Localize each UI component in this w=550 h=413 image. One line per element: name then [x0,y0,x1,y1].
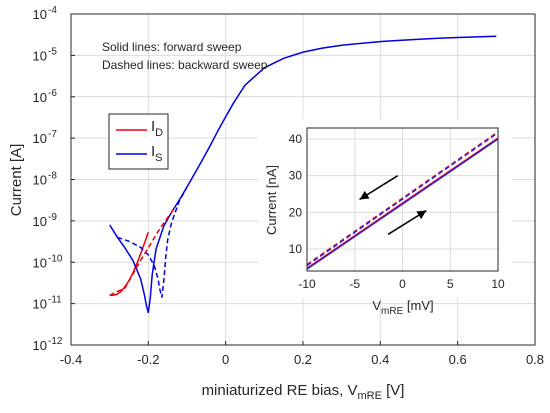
inset-x-tick-label: -10 [298,277,316,291]
main-y-tick-label: 10 [33,338,47,353]
main-x-tick-label: 0.4 [371,352,389,367]
main-y-tick-exponent: -8 [48,171,57,182]
annotation-forward-sweep: Solid lines: forward sweep [102,40,242,54]
inset-x-tick-label: 5 [447,277,454,291]
main-y-tick-exponent: -7 [48,129,57,140]
inset-series-is [306,138,499,270]
inset-y-axis-label: Current [nA] [264,165,279,235]
main-x-tick-label: -0.2 [137,352,159,367]
main-x-axis-label: miniaturized RE bias, VmRE [V] [202,382,405,402]
legend-label-id: ID [151,118,163,139]
inset-series-id-backward [306,131,499,265]
inset-x-tick-label: 10 [491,277,505,291]
main-y-tick-exponent: -4 [48,5,57,16]
main-y-tick-label: 10 [33,90,47,105]
main-plot-frame [70,13,536,346]
inset-series-id [306,137,499,269]
main-x-tick-label: -0.4 [60,352,82,367]
inset-y-tick-label: 10 [289,242,303,256]
main-y-tick-exponent: -10 [48,253,63,264]
main-y-axis-label: Current [A] [8,144,25,217]
inset-y-tick-label: 20 [289,205,303,219]
main-x-tick-label: 0 [222,352,229,367]
main-y-tick-exponent: -12 [48,336,63,347]
main-series-is [109,35,497,313]
inset-series-is-backward [306,132,499,267]
inset-arrowhead-forward [416,210,427,220]
legend-label-is: IS [151,143,163,164]
main-x-tick-labels: -0.4 -0.2 0 0.2 0.4 0.6 0.8 [60,352,544,367]
main-y-tick-exponent: -5 [48,46,57,57]
main-series-group [109,35,497,313]
inset-plot-frame [306,127,499,272]
main-x-tick-label: 0.2 [294,352,312,367]
main-y-tick-label: 10 [33,255,47,270]
main-x-tick-label: 0.6 [449,352,467,367]
legend-box [108,113,169,170]
legend: ID IS [108,113,169,170]
inset-arrowhead-backward [359,190,370,200]
inset-background [258,119,512,298]
main-y-tick-label: 10 [33,131,47,146]
inset-x-tick-label: 0 [399,277,406,291]
inset-arrows [359,174,427,236]
main-y-tick-label: 10 [33,214,47,229]
main-x-tick-label: 0.8 [526,352,544,367]
main-y-tick-label: 10 [33,48,47,63]
inset-y-tick-labels: 10 20 30 40 [289,132,303,256]
inset-y-tick-label: 30 [289,169,303,183]
main-y-tick-exponent: -9 [48,212,57,223]
annotation-backward-sweep: Dashed lines: backward sweep [102,58,268,72]
main-y-tick-exponent: -11 [48,295,62,306]
main-series-is-backward [117,186,188,298]
inset-x-tick-label: -5 [349,277,360,291]
main-y-tick-label: 10 [33,297,47,312]
inset-series-group [306,131,499,270]
main-y-tick-exponent: -6 [48,88,57,99]
main-series-id-backward [109,206,177,296]
inset-y-tick-label: 40 [289,132,303,146]
main-y-tick-label: 10 [33,173,47,188]
inset-x-axis-label: VmRE [mV] [372,298,433,317]
inset-x-tick-labels: -10 -5 0 5 10 [298,277,505,291]
main-y-tick-label: 10 [33,7,47,22]
